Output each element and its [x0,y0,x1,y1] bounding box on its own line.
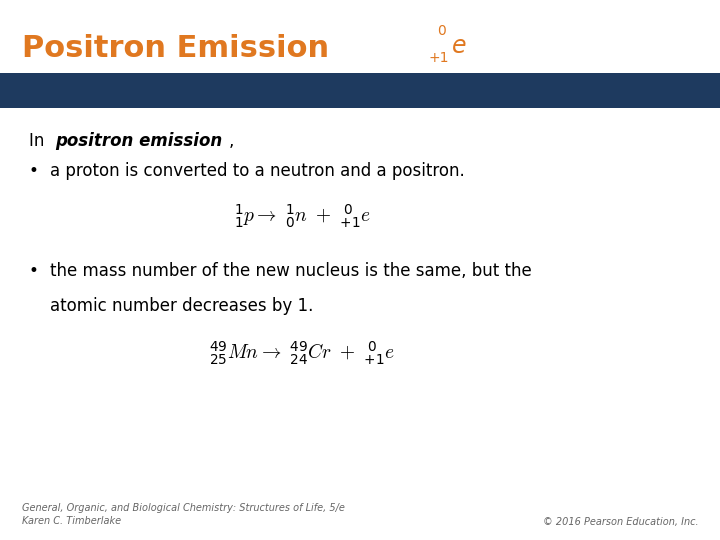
Text: a proton is converted to a neutron and a positron.: a proton is converted to a neutron and a… [50,162,465,180]
Text: the mass number of the new nucleus is the same, but the: the mass number of the new nucleus is th… [50,262,532,280]
Text: $\mathregular{^{1}_{1}}p \rightarrow\ \mathregular{^{1}_{0}}n\ +\ \mathregular{^: $\mathregular{^{1}_{1}}p \rightarrow\ \m… [234,202,371,230]
Text: © 2016 Pearson Education, Inc.: © 2016 Pearson Education, Inc. [543,516,698,526]
Bar [0,73,720,108]
Text: 0: 0 [437,24,446,38]
Text: positron emission: positron emission [55,132,222,150]
Text: atomic number decreases by 1.: atomic number decreases by 1. [50,297,314,315]
Text: $e$: $e$ [451,34,467,58]
Text: Positron Emission: Positron Emission [22,34,329,63]
Text: In: In [29,132,50,150]
Text: $\mathregular{^{49}_{25}}Mn \rightarrow\ \mathregular{^{49}_{24}}Cr\ +\ \mathreg: $\mathregular{^{49}_{25}}Mn \rightarrow\… [210,340,395,367]
Text: ,: , [228,132,233,150]
Text: General, Organic, and Biological Chemistry: Structures of Life, 5/e
Karen C. Tim: General, Organic, and Biological Chemist… [22,503,344,526]
Text: •: • [29,262,39,280]
Text: +1: +1 [428,51,449,65]
Bar [0,0,720,73]
Text: •: • [29,162,39,180]
